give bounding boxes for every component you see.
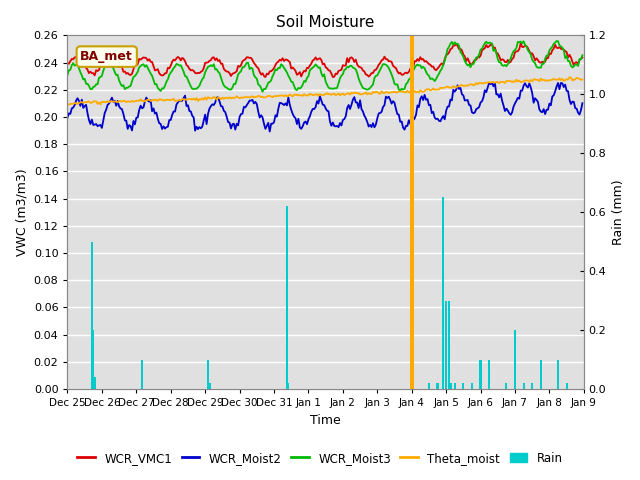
Bar <box>514 330 516 389</box>
Bar <box>287 383 289 389</box>
Bar <box>448 300 450 389</box>
Y-axis label: Rain (mm): Rain (mm) <box>612 180 625 245</box>
Bar <box>488 360 490 389</box>
Bar <box>449 383 451 389</box>
Legend: WCR_VMC1, WCR_Moist2, WCR_Moist3, Theta_moist, Rain: WCR_VMC1, WCR_Moist2, WCR_Moist3, Theta_… <box>72 447 568 469</box>
Bar <box>91 241 93 389</box>
Bar <box>286 206 288 389</box>
Bar <box>506 383 508 389</box>
Bar <box>428 383 430 389</box>
Title: Soil Moisture: Soil Moisture <box>276 15 375 30</box>
Bar <box>531 383 533 389</box>
Bar <box>471 383 473 389</box>
Bar <box>462 383 465 389</box>
Bar <box>566 383 568 389</box>
Bar <box>479 360 482 389</box>
Bar <box>93 377 96 389</box>
Bar <box>442 197 444 389</box>
Bar <box>522 383 525 389</box>
Y-axis label: VWC (m3/m3): VWC (m3/m3) <box>15 168 28 256</box>
Bar <box>209 383 211 389</box>
Bar <box>454 383 456 389</box>
Bar <box>557 360 559 389</box>
Bar <box>92 330 94 389</box>
Text: BA_met: BA_met <box>81 50 133 63</box>
Bar <box>207 360 209 389</box>
X-axis label: Time: Time <box>310 414 341 427</box>
Bar <box>436 383 438 389</box>
Bar <box>540 360 542 389</box>
Bar <box>410 36 414 389</box>
Bar <box>141 360 143 389</box>
Bar <box>445 300 447 389</box>
